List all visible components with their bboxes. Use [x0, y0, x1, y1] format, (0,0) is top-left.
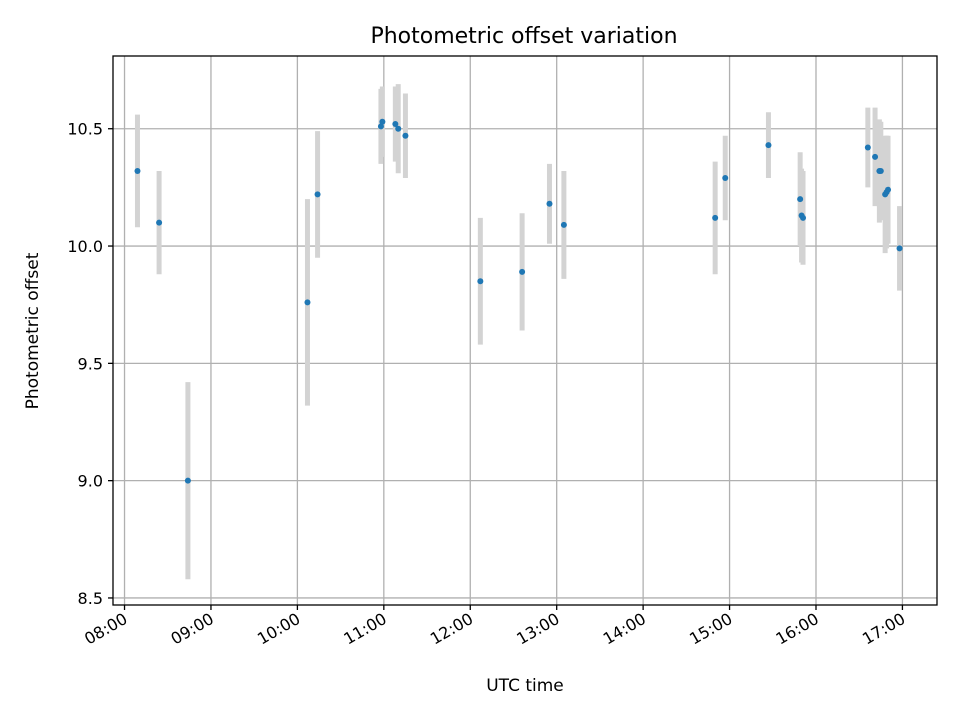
data-point [314, 191, 321, 198]
data-point [546, 200, 553, 207]
x-tick-label: 08:00 [81, 609, 130, 649]
data-point [712, 214, 719, 221]
y-axis-label: Photometric offset [23, 252, 43, 409]
data-point [379, 118, 386, 125]
data-point [184, 477, 191, 484]
x-axis-label: UTC time [486, 676, 564, 696]
data-points [134, 118, 903, 484]
data-point [800, 214, 807, 221]
data-point [134, 167, 141, 174]
y-tick-label: 9.5 [78, 354, 103, 373]
x-tick-label: 15:00 [686, 609, 735, 649]
data-point [864, 144, 871, 151]
data-point [885, 186, 892, 193]
x-tick-label: 16:00 [773, 609, 822, 649]
data-point [765, 142, 772, 149]
data-point [519, 268, 526, 275]
data-point [395, 125, 402, 132]
y-tick-label: 10.5 [67, 120, 103, 139]
data-point [377, 123, 384, 130]
x-tick-label: 13:00 [513, 609, 562, 649]
error-bars [134, 84, 903, 580]
data-point [304, 299, 311, 306]
x-tick-label: 12:00 [427, 609, 476, 649]
y-tick-label: 8.5 [78, 589, 103, 608]
x-tick-label: 14:00 [600, 609, 649, 649]
data-point [156, 219, 163, 226]
data-point [477, 278, 484, 285]
data-point [392, 121, 399, 128]
data-point [872, 153, 879, 160]
grid [113, 56, 937, 605]
data-point [560, 221, 567, 228]
y-tick-label: 9.0 [78, 472, 103, 491]
axis-ticks: 08:00 09:00 10:00 11:00 12:00 13:00 14:00 15:00… [67, 120, 908, 649]
data-point [722, 175, 729, 181]
x-tick-label: 10:00 [254, 609, 303, 649]
x-tick-label: 09:00 [168, 609, 217, 649]
x-tick-label: 17:00 [859, 609, 908, 649]
data-point [896, 245, 903, 252]
data-point [877, 167, 884, 174]
plot-frame [112, 55, 938, 606]
data-point [797, 196, 804, 203]
x-tick-label: 11:00 [340, 609, 389, 649]
y-tick-label: 10.0 [67, 237, 103, 256]
data-point [402, 132, 409, 139]
chart-title: Photometric offset variation [370, 24, 677, 49]
